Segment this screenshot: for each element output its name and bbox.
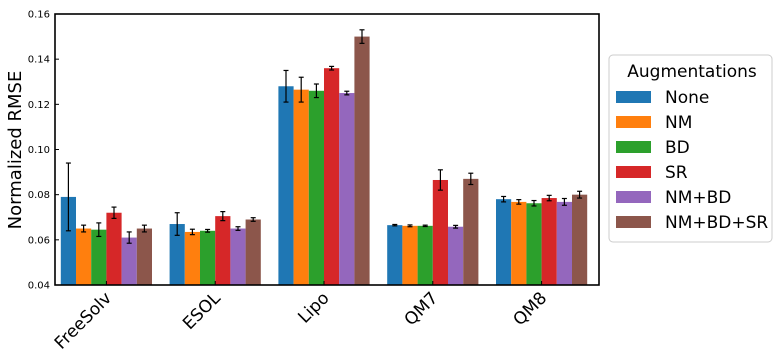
legend-label: None bbox=[665, 88, 709, 108]
x-tick-label: QM7 bbox=[401, 288, 443, 330]
legend-swatch bbox=[616, 216, 651, 228]
bar bbox=[200, 230, 216, 285]
bar bbox=[526, 203, 542, 285]
legend-label: BD bbox=[665, 138, 690, 158]
bar bbox=[169, 224, 185, 285]
bar bbox=[432, 179, 448, 285]
bar bbox=[136, 228, 152, 285]
bar bbox=[293, 89, 309, 285]
bar bbox=[339, 93, 355, 286]
legend-title: Augmentations bbox=[627, 62, 757, 82]
y-tick-label: 0.12 bbox=[28, 100, 50, 111]
legend-label: NM+BD bbox=[665, 188, 731, 208]
bar bbox=[60, 196, 76, 285]
bar bbox=[448, 226, 464, 285]
bar bbox=[572, 194, 588, 285]
bar bbox=[463, 178, 479, 285]
legend: Augmentations None NM BD SR NM+BD NM+BD+SR bbox=[608, 54, 773, 243]
legend-swatch bbox=[616, 166, 651, 178]
y-tick-label: 0.06 bbox=[28, 235, 50, 246]
x-tick-label: ESOL bbox=[179, 288, 225, 334]
bar bbox=[245, 219, 261, 285]
bar bbox=[387, 225, 403, 285]
bar bbox=[91, 229, 107, 285]
x-tick-label: FreeSolv bbox=[51, 288, 116, 349]
legend-label: SR bbox=[665, 163, 688, 183]
bar bbox=[402, 225, 418, 285]
bar bbox=[184, 231, 200, 285]
bar bbox=[76, 228, 92, 285]
bar bbox=[541, 198, 557, 285]
x-axis: FreeSolv ESOL Lipo QM7 QM8 bbox=[51, 281, 551, 349]
bar bbox=[106, 212, 122, 285]
legend-swatch bbox=[616, 91, 651, 103]
bar bbox=[511, 201, 527, 285]
legend-items: None NM BD SR NM+BD NM+BD+SR bbox=[616, 88, 768, 233]
bars-layer bbox=[60, 36, 588, 286]
legend-label: NM bbox=[665, 113, 692, 133]
legend-label: NM+BD+SR bbox=[665, 213, 768, 233]
bar bbox=[121, 237, 137, 285]
y-tick-label: 0.10 bbox=[28, 145, 50, 156]
legend-swatch bbox=[616, 141, 651, 153]
y-axis-label: Normalized RMSE bbox=[5, 71, 26, 230]
x-tick-label: QM8 bbox=[510, 288, 552, 330]
legend-swatch bbox=[616, 191, 651, 203]
y-tick-label: 0.08 bbox=[28, 190, 50, 201]
error-bars-layer bbox=[65, 29, 583, 244]
bar bbox=[417, 225, 433, 285]
bar bbox=[308, 90, 324, 286]
bar bbox=[496, 199, 512, 285]
y-tick-label: 0.14 bbox=[28, 55, 50, 66]
x-tick-label: Lipo bbox=[294, 288, 333, 327]
y-tick-label: 0.04 bbox=[28, 281, 50, 292]
bar bbox=[278, 86, 294, 286]
bar bbox=[215, 216, 231, 285]
y-axis: 0.04 0.06 0.08 0.10 0.12 0.14 0.16 bbox=[28, 10, 59, 292]
bar bbox=[324, 68, 340, 285]
bar bbox=[354, 36, 370, 286]
y-tick-label: 0.16 bbox=[28, 10, 50, 21]
bar bbox=[556, 201, 572, 285]
legend-swatch bbox=[616, 116, 651, 128]
bar bbox=[230, 228, 246, 285]
